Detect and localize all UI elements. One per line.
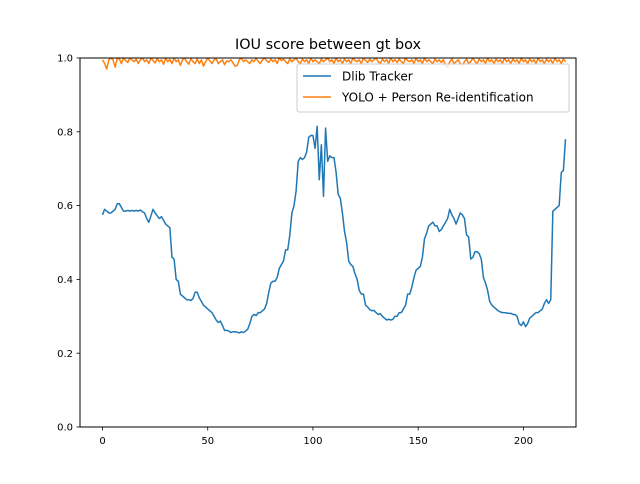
- legend-box: [296, 63, 570, 113]
- legend-label: Dlib Tracker: [342, 70, 413, 84]
- x-tick-label: 200: [514, 436, 533, 447]
- x-tick-label: 100: [303, 436, 322, 447]
- legend: Dlib Tracker YOLO + Person Re-identificat…: [296, 63, 570, 113]
- y-tick-label: 1.0: [57, 54, 73, 65]
- y-tick-label: 0.4: [57, 275, 73, 286]
- y-tick-label: 0.6: [57, 201, 73, 212]
- x-axis: 0 50 100 150 200: [99, 427, 533, 447]
- x-tick-label: 0: [99, 436, 105, 447]
- y-axis: 0.0 0.2 0.4 0.6 0.8 1.0: [57, 54, 80, 434]
- x-tick-label: 50: [201, 436, 214, 447]
- y-tick-label: 0.0: [57, 423, 73, 434]
- series-line-0: [101, 125, 567, 334]
- chart-title: IOU score between gt box: [235, 37, 422, 53]
- legend-label: YOLO + Person Re-identification: [341, 91, 534, 105]
- y-tick-label: 0.2: [57, 349, 73, 360]
- plot-frame: [79, 57, 577, 428]
- y-tick-label: 0.8: [57, 127, 73, 138]
- x-tick-label: 150: [409, 436, 428, 447]
